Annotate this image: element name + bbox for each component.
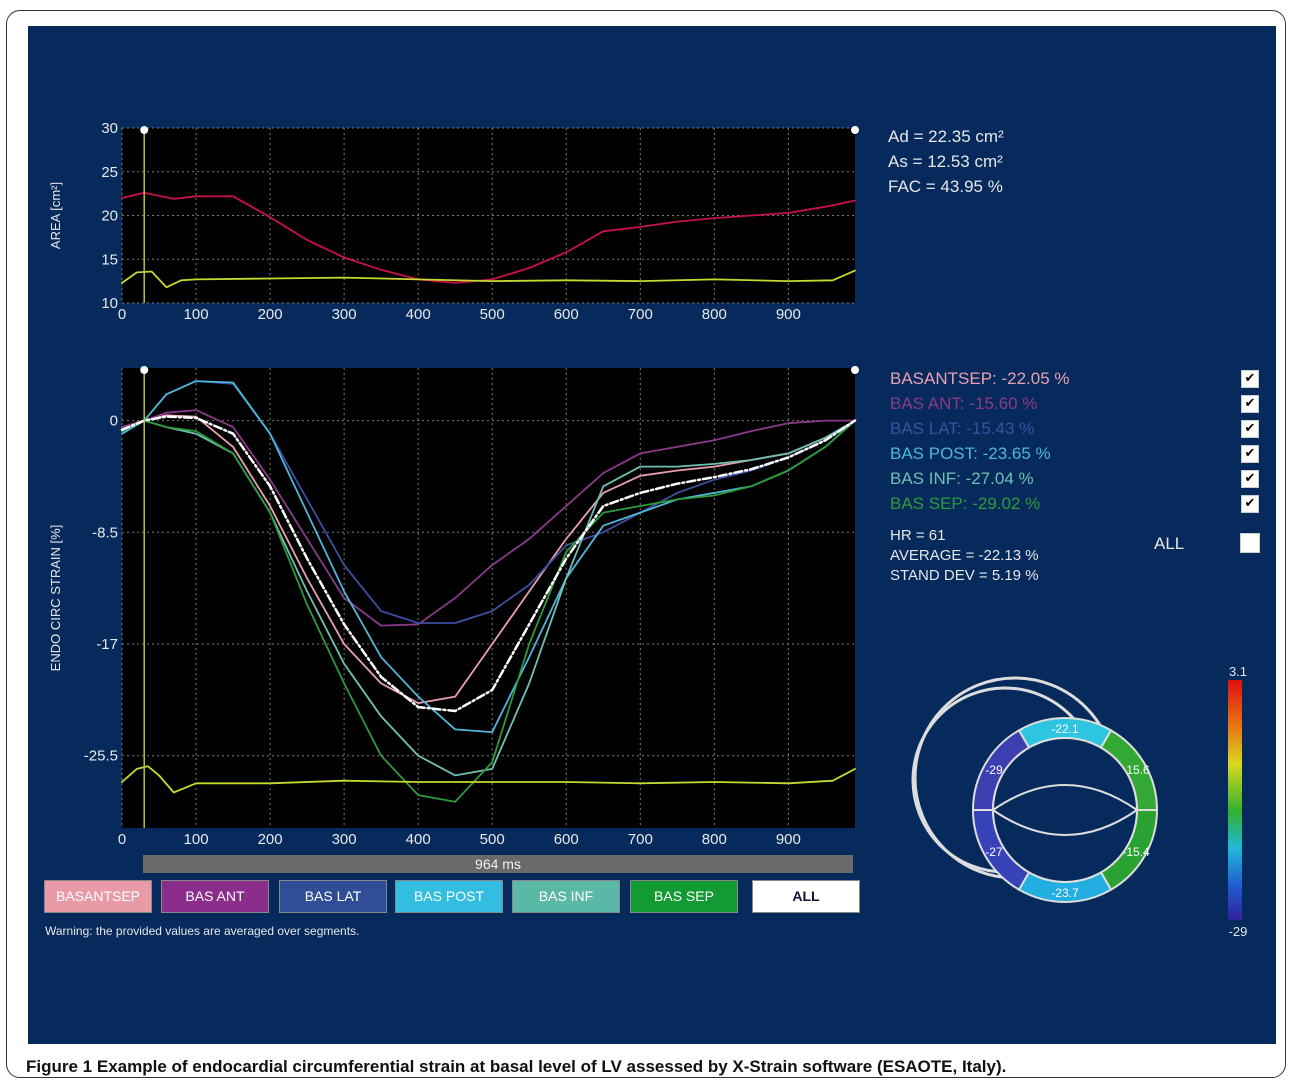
x-tick-label: 500	[480, 831, 505, 848]
marker-handle-right	[851, 126, 859, 134]
segment-row: BAS POST: -23.65 %	[890, 444, 1051, 463]
segment-value: -23.7	[1051, 886, 1079, 900]
series-line	[120, 415, 857, 713]
y-axis-label: AREA [cm²]	[48, 182, 63, 249]
area-chart: 0 100 200 300 400 500 600 700 800 900 10 15 20 25 30 AR…	[48, 120, 859, 323]
x-tick-label: 400	[406, 306, 431, 323]
segment-row: BAS ANT: -15.60 %	[890, 394, 1038, 413]
stats-panel: HR = 61 AVERAGE = -22.13 % STAND DEV = 5…	[890, 526, 1039, 586]
segment-checkbox[interactable]: ✔	[1241, 395, 1259, 413]
y-tick-label: 0	[110, 413, 118, 430]
segment-checkbox[interactable]: ✔	[1241, 495, 1259, 513]
x-tick-label: 0	[118, 306, 126, 323]
series-line	[121, 765, 856, 794]
fac-value: FAC = 43.95 %	[888, 177, 1003, 196]
x-tick-label: 700	[628, 306, 653, 323]
marker-handle-left	[140, 126, 149, 134]
caption-text: Example of endocardial circumferential s…	[96, 1057, 1007, 1076]
all-button[interactable]: ALL	[752, 880, 860, 913]
segment-button[interactable]: BAS INF	[512, 880, 620, 913]
marker-handle-left	[140, 366, 149, 374]
segment-value: -22.1	[1051, 722, 1079, 736]
x-tick-label: 200	[258, 306, 283, 323]
plot-area	[122, 368, 855, 828]
segment-bullseye: -22.1 -15.6 -15.4 -23.7 -27 -29 3.1 -29	[911, 664, 1248, 939]
x-tick-label: 0	[118, 831, 126, 848]
scale-min-label: -29	[1229, 924, 1248, 939]
series-line	[121, 409, 856, 627]
segment-value: -27	[985, 845, 1003, 859]
segment-checkbox[interactable]: ✔	[1241, 445, 1259, 463]
series-line	[121, 414, 856, 704]
area-info: Ad = 22.35 cm² As = 12.53 cm² FAC = 43.9…	[888, 124, 1004, 199]
y-tick-label: 20	[101, 208, 118, 225]
x-tick-label: 200	[258, 831, 283, 848]
series-line	[121, 269, 856, 289]
inner-circle	[992, 737, 1138, 883]
segment-button[interactable]: BAS LAT	[279, 880, 387, 913]
y-tick-label: -8.5	[92, 524, 118, 541]
average-value: AVERAGE = -22.13 %	[890, 547, 1039, 564]
y-tick-label: -25.5	[84, 748, 118, 765]
warning-text: Warning: the provided values are average…	[45, 924, 360, 938]
std-value: STAND DEV = 5.19 %	[890, 567, 1039, 584]
x-tick-label: 300	[332, 831, 357, 848]
x-tick-label: 100	[184, 306, 209, 323]
x-tick-label: 900	[776, 831, 801, 848]
all-checkbox[interactable]	[1240, 533, 1260, 553]
y-tick-label: 25	[101, 164, 118, 181]
y-tick-label: 10	[101, 295, 118, 312]
x-tick-label: 600	[554, 306, 579, 323]
series-line	[121, 419, 856, 777]
figure-caption: Figure 1 Example of endocardial circumfe…	[26, 1057, 1006, 1077]
segment-row: BAS INF: -27.04 %	[890, 469, 1034, 488]
ad-value: Ad = 22.35 cm²	[888, 127, 1004, 146]
x-tick-label: 800	[702, 831, 727, 848]
series-line	[121, 380, 856, 733]
segment-row: BAS LAT: -15.43 %	[890, 419, 1035, 438]
x-tick-label: 600	[554, 831, 579, 848]
color-scale-bar	[1228, 680, 1242, 920]
valve-leaflet	[992, 809, 1138, 836]
segment-value: -29	[985, 763, 1003, 777]
segment-button[interactable]: BAS POST	[395, 880, 503, 913]
x-tick-label: 300	[332, 306, 357, 323]
segment-row: BASANTSEP: -22.05 %	[890, 369, 1070, 388]
y-tick-label: -17	[96, 636, 118, 653]
strain-chart[interactable]: 0 100 200 300 400 500 600 700 800 900 0 -8.5 -17 -25.…	[40, 360, 870, 855]
segment-button[interactable]: BAS SEP	[630, 880, 738, 913]
segment-button[interactable]: BAS ANT	[161, 880, 269, 913]
x-tick-label: 500	[480, 306, 505, 323]
hr-value: HR = 61	[890, 527, 946, 544]
caption-label: Figure 1	[26, 1057, 93, 1076]
x-tick-label: 400	[406, 831, 431, 848]
x-tick-label: 900	[776, 306, 801, 323]
segment-value: -15.4	[1122, 845, 1150, 859]
segment-checkbox[interactable]: ✔	[1241, 370, 1259, 388]
marker-handle-right	[851, 366, 859, 374]
x-tick-label: 700	[628, 831, 653, 848]
segment-checkbox[interactable]: ✔	[1241, 470, 1259, 488]
all-label: ALL	[1154, 534, 1185, 553]
x-tick-label: 800	[702, 306, 727, 323]
duration-bar: 964 ms	[143, 855, 853, 873]
segment-checkbox[interactable]: ✔	[1241, 420, 1259, 438]
segment-value: -15.6	[1122, 763, 1150, 777]
segment-button[interactable]: BASANTSEP	[44, 880, 152, 913]
valve-leaflet	[992, 784, 1138, 811]
as-value: As = 12.53 cm²	[888, 152, 1003, 171]
y-axis-label: ENDO CIRC STRAIN [%]	[48, 525, 63, 672]
x-tick-label: 100	[184, 831, 209, 848]
y-tick-label: 15	[101, 251, 118, 268]
segment-row: BAS SEP: -29.02 %	[890, 494, 1041, 513]
y-tick-label: 30	[101, 120, 118, 137]
scale-max-label: 3.1	[1229, 664, 1247, 679]
